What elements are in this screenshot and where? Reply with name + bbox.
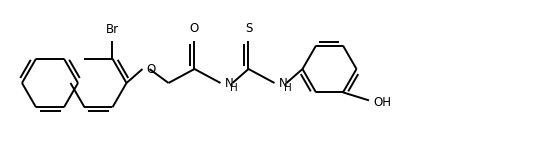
Text: H: H: [230, 83, 238, 93]
Text: N: N: [279, 77, 287, 90]
Text: Br: Br: [106, 23, 119, 36]
Text: OH: OH: [373, 96, 391, 109]
Text: S: S: [245, 22, 252, 35]
Text: O: O: [146, 62, 156, 75]
Text: O: O: [190, 22, 199, 35]
Text: H: H: [285, 83, 292, 93]
Text: N: N: [224, 77, 233, 90]
